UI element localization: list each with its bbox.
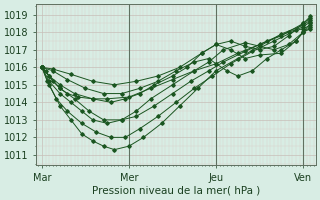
X-axis label: Pression niveau de la mer( hPa ): Pression niveau de la mer( hPa ) bbox=[92, 186, 260, 196]
